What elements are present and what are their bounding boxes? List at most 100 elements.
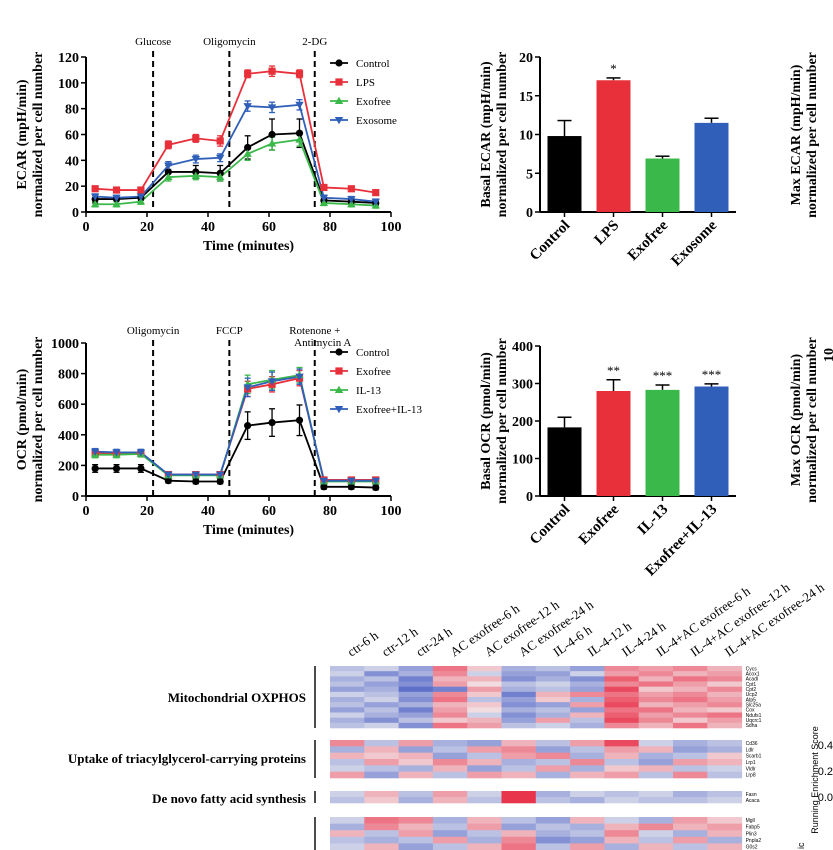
legend-marker — [334, 406, 344, 414]
heatmap-cell — [604, 746, 640, 753]
bar — [694, 386, 729, 496]
legend-label: Exofree — [356, 96, 391, 108]
heatmap-cell — [398, 666, 434, 672]
heatmap-cell — [432, 686, 468, 693]
legend-label: Control — [356, 347, 390, 359]
gene-label: Ucp2 — [746, 692, 758, 698]
heatmap-cell — [570, 791, 605, 798]
heatmap-cell — [432, 681, 468, 687]
data-point — [347, 200, 356, 208]
heatmap-cell — [535, 686, 571, 693]
heatmap-cell — [638, 823, 674, 831]
heatmap-cell — [604, 843, 640, 850]
heatmap-cell — [501, 686, 537, 693]
heatmap-cell — [501, 702, 537, 708]
heatmap-cell — [570, 830, 605, 838]
heatmap-cell — [535, 740, 571, 747]
heatmap-cell — [398, 681, 434, 687]
heatmap-cell — [330, 676, 365, 682]
heatmap-cell — [398, 746, 434, 753]
y-tick-label: 0 — [526, 490, 533, 505]
heatmap-cell — [535, 671, 571, 677]
heatmap-cell — [570, 707, 605, 713]
legend-marker — [334, 96, 344, 104]
heatmap-cell — [398, 791, 434, 798]
heatmap-cell — [364, 797, 400, 804]
heatmap-cell — [501, 771, 537, 779]
heatmap-cell — [638, 676, 674, 682]
y-tick-label: 400 — [512, 340, 533, 355]
x-tick-label: Control — [527, 502, 573, 548]
heatmap-cell — [467, 797, 502, 804]
heatmap-cell — [707, 691, 743, 698]
gene-label: Cd36 — [746, 741, 758, 747]
y-tick-label: 300 — [512, 378, 533, 393]
heatmap-cell — [432, 707, 468, 713]
heatmap-cell — [398, 697, 434, 703]
heatmap-cell — [364, 836, 400, 844]
heatmap-cell — [638, 759, 674, 766]
heatmap-cell — [467, 697, 502, 703]
data-point — [192, 477, 200, 486]
heatmap-cell — [604, 759, 640, 766]
y-tick-label: 80 — [65, 103, 79, 118]
series-line — [95, 138, 376, 207]
heatmap-cell — [364, 759, 400, 766]
data-point — [216, 137, 224, 145]
heatmap-cell — [570, 676, 605, 682]
heatmap-cell — [398, 771, 434, 779]
heatmap-cell — [398, 717, 434, 724]
heatmap-column-label: ctr-12 h — [379, 624, 421, 660]
heatmap-cell — [467, 746, 502, 753]
heatmap-cell — [604, 712, 640, 718]
y-tick-label: 120 — [58, 51, 79, 66]
heatmap-cell — [330, 707, 365, 713]
y-tick-label: 200 — [58, 459, 79, 474]
heatmap-cell — [673, 752, 708, 760]
heatmap-cell — [673, 722, 708, 729]
data-point — [164, 471, 173, 479]
heatmap-cell — [535, 823, 571, 831]
heatmap-cell — [364, 697, 400, 703]
heatmap-cell — [364, 671, 400, 677]
heatmap-cell — [604, 771, 640, 779]
legend-label: LPS — [356, 77, 375, 89]
heatmap-cell — [673, 691, 708, 698]
data-point — [191, 471, 200, 479]
heatmap-cell — [707, 707, 743, 713]
heatmap-cell — [604, 823, 640, 831]
heatmap-cell — [398, 707, 434, 713]
heatmap-cell — [673, 681, 708, 687]
heatmap-cell — [535, 712, 571, 718]
heatmap-cell — [467, 817, 502, 824]
legend-marker — [335, 348, 343, 356]
data-point — [191, 156, 200, 164]
heatmap-cell — [364, 686, 400, 693]
data-point — [371, 198, 380, 206]
gene-label: Ndufs1 — [746, 713, 762, 719]
heatmap-cell — [604, 666, 640, 672]
heatmap-cell — [501, 707, 537, 713]
heatmap-column-label: ctr-24 h — [413, 624, 455, 660]
data-point — [268, 67, 276, 75]
heatmap-cell — [638, 797, 674, 804]
legend-marker — [335, 59, 343, 67]
heatmap-cell — [330, 817, 365, 824]
basal_ecar-chart: 0 5 10 15 20 Basal ECAR (mpH/min) normalized p… — [479, 51, 736, 269]
heatmap-cell — [604, 702, 640, 708]
heatmap-cell — [570, 836, 605, 844]
heatmap-cell — [432, 666, 468, 672]
heatmap-cell — [673, 686, 708, 693]
heatmap-cell — [432, 843, 468, 850]
y-axis-title: normalized per cell number — [31, 337, 46, 503]
data-point — [371, 477, 380, 485]
heatmap-cell — [707, 843, 743, 850]
x-tick-label: LPS — [592, 218, 623, 249]
heatmap-cell — [432, 823, 468, 831]
heatmap-cell — [707, 671, 743, 677]
heatmap-cell — [501, 823, 537, 831]
heatmap-cell — [330, 740, 365, 747]
x-tick-label: 60 — [262, 220, 276, 235]
ecar_time-chart: 0 20 40 60 80 100 0 20 40 60 80 100 120 Time (minutes… — [15, 36, 402, 254]
heatmap-cell — [604, 797, 640, 804]
